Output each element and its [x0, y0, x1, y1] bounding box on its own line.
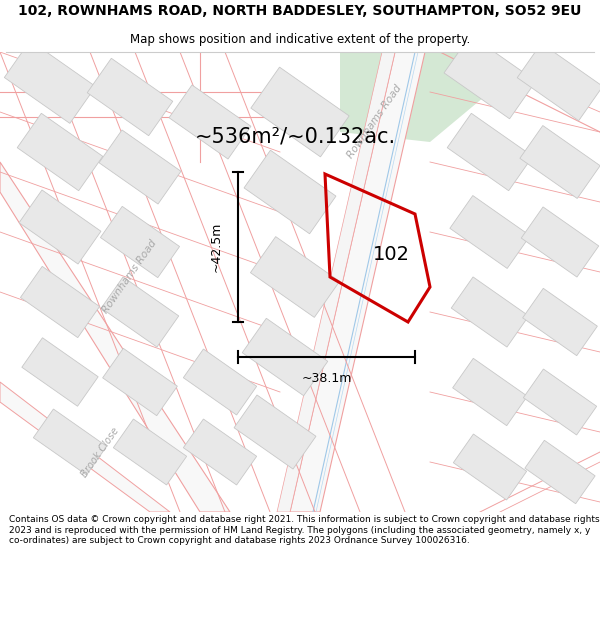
- Text: Contains OS data © Crown copyright and database right 2021. This information is : Contains OS data © Crown copyright and d…: [9, 515, 599, 545]
- Polygon shape: [523, 369, 596, 435]
- Polygon shape: [113, 419, 187, 485]
- Polygon shape: [277, 52, 395, 512]
- Polygon shape: [444, 35, 536, 119]
- Polygon shape: [234, 395, 316, 469]
- Polygon shape: [242, 318, 328, 396]
- Text: Rownhams Road: Rownhams Road: [346, 84, 404, 161]
- Polygon shape: [525, 440, 595, 504]
- Polygon shape: [250, 237, 340, 318]
- Polygon shape: [290, 52, 425, 512]
- Polygon shape: [99, 130, 181, 204]
- Polygon shape: [0, 162, 230, 512]
- Polygon shape: [22, 338, 98, 406]
- Text: ~42.5m: ~42.5m: [209, 222, 223, 272]
- Text: ~536m²/~0.132ac.: ~536m²/~0.132ac.: [194, 127, 395, 147]
- Polygon shape: [184, 419, 257, 485]
- Polygon shape: [520, 126, 600, 199]
- Polygon shape: [521, 207, 599, 277]
- Polygon shape: [4, 41, 95, 123]
- Text: Rownhams Road: Rownhams Road: [101, 239, 159, 316]
- Polygon shape: [87, 58, 173, 136]
- Polygon shape: [454, 434, 527, 500]
- Polygon shape: [0, 382, 170, 512]
- Polygon shape: [20, 266, 100, 338]
- Text: 102: 102: [373, 245, 410, 264]
- Polygon shape: [517, 43, 600, 121]
- Text: Brook Close: Brook Close: [79, 426, 121, 479]
- Polygon shape: [340, 52, 490, 142]
- Polygon shape: [34, 409, 107, 475]
- Polygon shape: [100, 206, 179, 278]
- Polygon shape: [184, 349, 257, 415]
- Polygon shape: [452, 358, 527, 426]
- Polygon shape: [523, 288, 598, 356]
- Polygon shape: [19, 190, 101, 264]
- Polygon shape: [101, 277, 179, 347]
- Polygon shape: [103, 348, 178, 416]
- Polygon shape: [17, 113, 103, 191]
- Polygon shape: [450, 196, 530, 269]
- Text: Map shows position and indicative extent of the property.: Map shows position and indicative extent…: [130, 32, 470, 46]
- Text: 102, ROWNHAMS ROAD, NORTH BADDESLEY, SOUTHAMPTON, SO52 9EU: 102, ROWNHAMS ROAD, NORTH BADDESLEY, SOU…: [19, 4, 581, 19]
- Text: ~38.1m: ~38.1m: [301, 372, 352, 386]
- Polygon shape: [169, 85, 251, 159]
- Polygon shape: [447, 113, 533, 191]
- Polygon shape: [251, 67, 349, 157]
- Polygon shape: [244, 150, 336, 234]
- Polygon shape: [451, 277, 529, 347]
